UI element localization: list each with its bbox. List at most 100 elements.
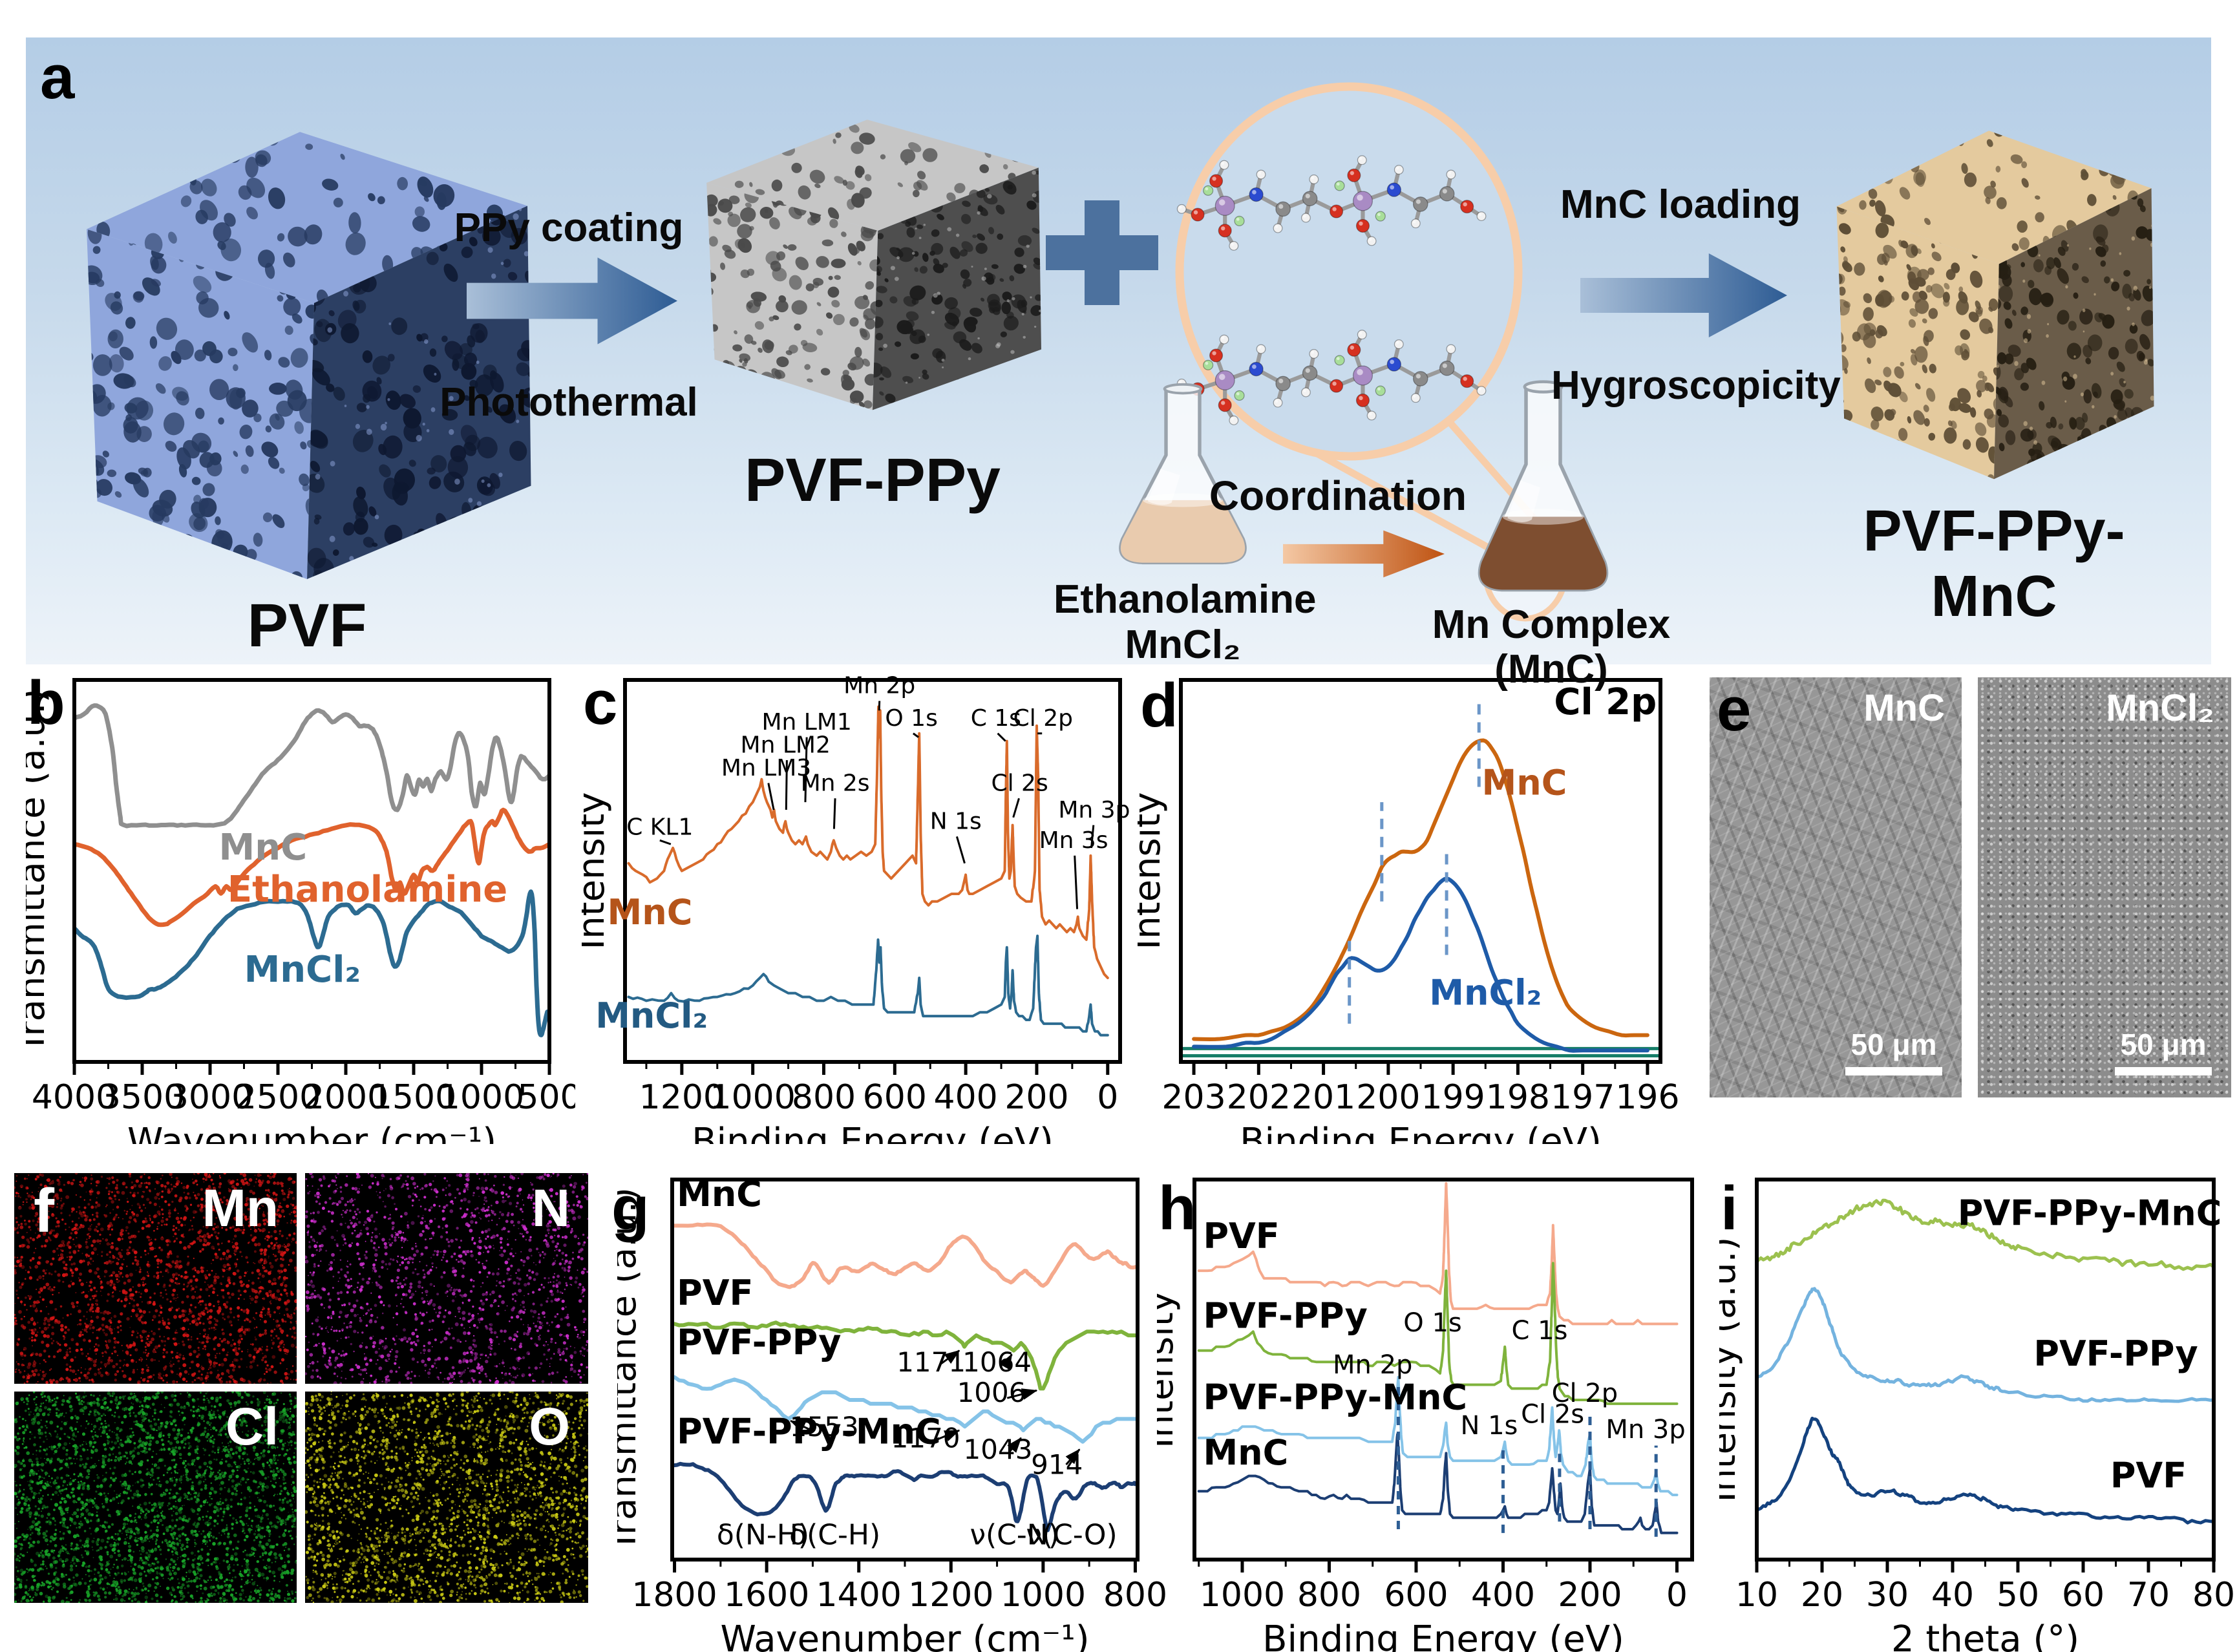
panel-letter-i: i [1721, 1174, 1738, 1243]
svg-text:0: 0 [1097, 1078, 1118, 1117]
eds-cl-label: Cl [226, 1397, 279, 1456]
svg-text:800: 800 [792, 1078, 856, 1117]
chart-b-ftir: 4000 3500 3000 2500 2000 1500 1000 500 Wavenumbe… [11, 669, 582, 1163]
svg-text:203: 203 [1161, 1078, 1225, 1117]
pvf-ppy-foam-cube [685, 97, 1060, 420]
sem-mncl2-scalebar: 50 μm [2115, 1027, 2212, 1075]
chart-g-ftir-composites: 1800 1600 1400 1200 1000 800 Wavenumber (cm⁻¹)… [602, 1171, 1173, 1652]
svg-text:2500: 2500 [235, 1078, 321, 1117]
panel-letter-b: b [27, 668, 65, 737]
coordination-arrow-icon [1283, 527, 1445, 581]
sem-image-mncl2: MnCl₂ 50 μm [1978, 677, 2231, 1097]
svg-text:Mn 3s: Mn 3s [1039, 827, 1108, 854]
plus-icon [1046, 200, 1158, 305]
svg-text:Mn 2p: Mn 2p [843, 673, 915, 699]
svg-text:O 1s: O 1s [885, 705, 937, 732]
svg-text:Mn LM1: Mn LM1 [761, 709, 851, 736]
arrow-shape [1580, 253, 1787, 337]
eds-dot-field [14, 1392, 297, 1603]
svg-text:Binding Energy (eV): Binding Energy (eV) [692, 1121, 1054, 1144]
svg-text:Transmittance (a.u.): Transmittance (a.u.) [26, 689, 53, 1054]
pvf-ppy-cube-label: PVF-PPy [745, 446, 1001, 514]
eds-o-label: O [529, 1397, 570, 1456]
scalebar-line [2115, 1067, 2212, 1075]
svg-text:C 1s: C 1s [971, 705, 1021, 732]
eds-map-n: N [305, 1173, 588, 1384]
svg-text:Binding Energy (eV): Binding Energy (eV) [1240, 1121, 1602, 1144]
svg-text:N 1s: N 1s [930, 808, 982, 834]
coordination-label: Coordination [1209, 472, 1467, 519]
flask-drawing [1119, 383, 1247, 565]
sem-mnc-scalebar: 50 μm [1845, 1027, 1942, 1075]
chart-h-xps-composites: 1000 800 600 400 200 0 Binding Energy (eV) Inte… [1140, 1171, 1739, 1652]
svg-text:MnCl₂: MnCl₂ [595, 995, 708, 1036]
svg-text:200: 200 [1356, 1078, 1420, 1117]
svg-text:MnCl₂: MnCl₂ [1429, 972, 1542, 1013]
svg-text:200: 200 [1004, 1078, 1068, 1117]
eds-dot-field [14, 1173, 297, 1384]
arrow-shape [467, 257, 677, 344]
eds-map-o: O [305, 1392, 588, 1603]
svg-text:MnCl₂: MnCl₂ [244, 949, 361, 991]
sem-mncl2-label: MnCl₂ [2106, 687, 2214, 729]
mn-complex-structure-circle [1144, 68, 1596, 650]
flask1-label-line2: MnCl₂ [1125, 622, 1241, 667]
svg-text:197: 197 [1551, 1078, 1615, 1117]
svg-text:500: 500 [517, 1078, 575, 1117]
eds-dot-field [305, 1173, 588, 1384]
svg-text:400: 400 [934, 1078, 998, 1117]
svg-text:Ethanolamine: Ethanolamine [228, 869, 507, 911]
svg-text:202: 202 [1227, 1078, 1291, 1117]
svg-text:C KL1: C KL1 [626, 814, 693, 840]
flask2-label: Mn Complex (MnC) [1432, 602, 1671, 692]
svg-text:1200: 1200 [639, 1078, 725, 1117]
sem-mnc-label: MnC [1863, 687, 1945, 729]
pvf-foam-cube [58, 97, 556, 595]
pvf-cube-label: PVF [247, 591, 367, 660]
foam-cube-drawing [706, 120, 1041, 410]
svg-text:1000: 1000 [439, 1078, 524, 1117]
panel-letter-a: a [40, 43, 75, 112]
arrow1-top-label: PPy coating [454, 206, 684, 250]
svg-text:Mn 2s: Mn 2s [801, 770, 870, 796]
svg-text:MnC: MnC [219, 827, 308, 869]
eds-n-label: N [531, 1179, 570, 1238]
svg-text:3000: 3000 [167, 1078, 253, 1117]
svg-text:Cl 2p: Cl 2p [1013, 705, 1073, 732]
panel-letter-e: e [1717, 675, 1752, 744]
eds-dot-field [305, 1392, 588, 1603]
chart-canvas: 203 202 201 200 199 198 197 196 Binding Energy (… [1127, 678, 1680, 1163]
svg-text:Mn LM2: Mn LM2 [741, 732, 831, 758]
svg-text:600: 600 [863, 1078, 927, 1117]
panel-letter-g: g [611, 1174, 650, 1243]
svg-text:196: 196 [1615, 1078, 1679, 1117]
svg-text:MnC: MnC [608, 892, 693, 933]
svg-text:MnC: MnC [1482, 762, 1567, 803]
svg-text:198: 198 [1486, 1078, 1550, 1117]
chart-i-xrd: 10 20 30 40 50 60 70 80 2 theta (°) Intensity (a.… [1702, 1171, 2237, 1652]
flask-drawing [1478, 380, 1609, 592]
sem-image-mnc: MnC 50 μm [1710, 677, 1962, 1097]
eds-map-cl: Cl [14, 1392, 297, 1603]
scalebar-line [1845, 1067, 1942, 1075]
mn-complex-flask-icon [1458, 378, 1629, 604]
svg-text:Intensity: Intensity [1138, 792, 1169, 950]
chart-c-xps-survey: 1200 1000 800 600 400 200 0 Binding Energy (eV)… [571, 669, 1131, 1163]
svg-text:3500: 3500 [100, 1078, 185, 1117]
svg-text:2000: 2000 [303, 1078, 388, 1117]
arrow2-bottom-label: Hygroscopicity [1551, 363, 1841, 408]
svg-text:Cl 2s: Cl 2s [991, 770, 1048, 796]
ppy-coating-arrow-icon [467, 251, 677, 351]
svg-text:199: 199 [1421, 1078, 1485, 1117]
svg-text:4000: 4000 [32, 1078, 117, 1117]
panel-letter-d: d [1140, 671, 1178, 740]
arrow2-top-label: MnC loading [1560, 182, 1801, 227]
arrow1-bottom-label: Photothermal [440, 380, 698, 425]
eds-mn-label: Mn [202, 1179, 279, 1238]
pvf-ppy-mnc-foam-cube [1816, 103, 2172, 491]
svg-text:Mn LM3: Mn LM3 [721, 755, 811, 781]
